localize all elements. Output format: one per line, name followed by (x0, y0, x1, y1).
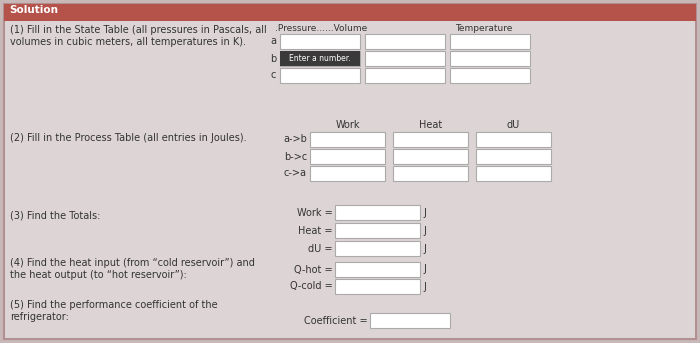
Text: J: J (423, 244, 426, 253)
Text: Solution: Solution (9, 5, 58, 15)
Text: (2) Fill in the Process Table (all entries in Joules).: (2) Fill in the Process Table (all entri… (10, 133, 246, 143)
Bar (335, 279, 420, 294)
Bar (450, 68, 530, 83)
Text: Coefficient =: Coefficient = (304, 316, 368, 326)
Text: (4) Find the heat input (from “cold reservoir”) and
the heat output (to “hot res: (4) Find the heat input (from “cold rese… (10, 258, 255, 280)
Text: Work: Work (335, 120, 360, 130)
Bar (335, 223, 420, 238)
Text: b: b (270, 54, 276, 63)
Text: a->b: a->b (283, 134, 307, 144)
Bar (365, 68, 445, 83)
Text: dU =: dU = (309, 244, 333, 253)
Bar (365, 51, 445, 66)
Bar (365, 34, 445, 49)
Text: J: J (423, 282, 426, 292)
Bar (310, 132, 385, 147)
Bar (450, 34, 530, 49)
Text: (5) Find the performance coefficient of the
refrigerator:: (5) Find the performance coefficient of … (10, 300, 218, 322)
Text: J: J (423, 225, 426, 236)
Bar (393, 166, 468, 181)
Bar (335, 241, 420, 256)
Text: Temperature: Temperature (455, 24, 512, 33)
Bar (393, 132, 468, 147)
Bar (280, 51, 360, 66)
Bar (476, 149, 551, 164)
Bar (310, 149, 385, 164)
Text: b->c: b->c (284, 152, 307, 162)
Bar (310, 166, 385, 181)
Text: c->a: c->a (284, 168, 307, 178)
Bar (4, 4, 696, 21)
Bar (476, 132, 551, 147)
Bar (280, 68, 360, 83)
Text: Work =: Work = (298, 208, 333, 217)
Text: (1) Fill in the State Table (all pressures in Pascals, all
volumes in cubic mete: (1) Fill in the State Table (all pressur… (10, 25, 267, 47)
Text: J: J (423, 208, 426, 217)
Bar (450, 51, 530, 66)
Text: J: J (423, 264, 426, 274)
Text: Heat: Heat (419, 120, 442, 130)
Text: a: a (270, 36, 276, 47)
Bar (280, 51, 360, 66)
Text: (3) Find the Totals:: (3) Find the Totals: (10, 210, 100, 220)
Text: Q-cold =: Q-cold = (290, 282, 333, 292)
Text: Enter a number.: Enter a number. (289, 54, 351, 63)
Bar (335, 205, 420, 220)
Text: .Pressure......Volume: .Pressure......Volume (275, 24, 368, 33)
Bar (476, 166, 551, 181)
Text: Heat =: Heat = (298, 225, 333, 236)
Text: c: c (271, 71, 276, 81)
Bar (335, 262, 420, 277)
Bar (370, 313, 450, 328)
Bar (393, 149, 468, 164)
Text: Q-hot =: Q-hot = (295, 264, 333, 274)
Text: dU: dU (507, 120, 520, 130)
Bar (280, 34, 360, 49)
